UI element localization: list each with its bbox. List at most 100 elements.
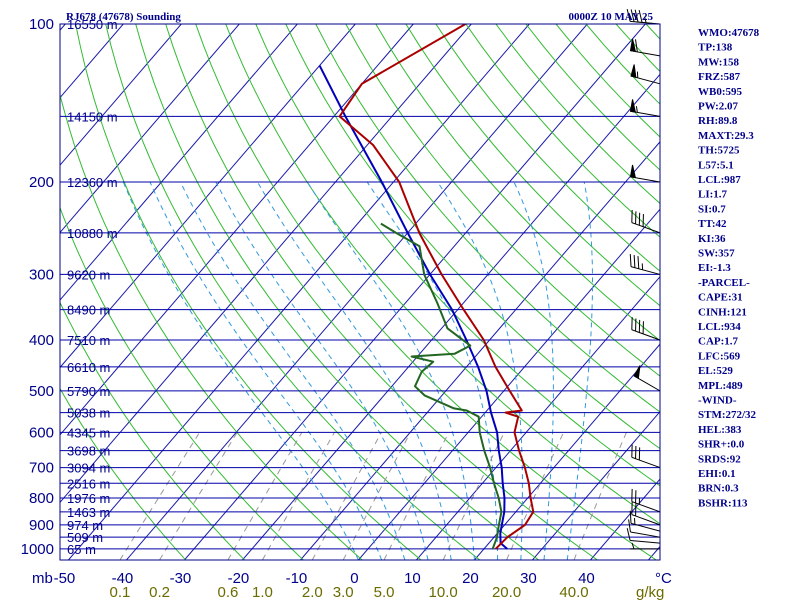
dry-adiabat-line bbox=[165, 24, 598, 560]
wind-barb bbox=[630, 542, 660, 550]
mixing-ratio-tick-label: 5.0 bbox=[374, 584, 395, 600]
pressure-tick-label: 100 bbox=[29, 16, 54, 33]
index-line: CAP:1.7 bbox=[698, 336, 739, 348]
dry-adiabat-line bbox=[405, 24, 660, 307]
pressure-tick-label: 400 bbox=[29, 332, 54, 349]
height-label: 16550 m bbox=[67, 17, 118, 32]
wind-barb bbox=[628, 519, 661, 538]
mixing-ratio-tick-label: 2.0 bbox=[302, 584, 323, 600]
index-line: LI:1.7 bbox=[698, 189, 728, 201]
mixing-ratio-tick-label: 0.2 bbox=[149, 584, 170, 600]
dry-adiabat-line bbox=[60, 92, 363, 560]
mixing-ratio-line bbox=[262, 432, 335, 560]
dry-adiabat-line bbox=[435, 24, 660, 272]
dry-adiabat-line bbox=[525, 24, 660, 171]
index-line: SRDS:92 bbox=[698, 453, 741, 465]
mixing-ratio-line bbox=[383, 432, 450, 560]
wind-barb bbox=[629, 510, 661, 532]
wind-barb bbox=[631, 444, 661, 469]
height-label: 9620 m bbox=[67, 267, 110, 282]
dry-adiabat-line bbox=[345, 24, 660, 377]
temperature-tick-label: 20 bbox=[462, 570, 479, 587]
wind-barb bbox=[633, 365, 661, 392]
dry-adiabat-line bbox=[60, 301, 245, 560]
dry-adiabat-line bbox=[60, 387, 187, 560]
wind-barb bbox=[629, 38, 661, 57]
isotherm-line bbox=[60, 24, 240, 234]
pressure-tick-label: 500 bbox=[29, 383, 54, 400]
height-label: 1976 m bbox=[67, 491, 110, 506]
height-label: 3698 m bbox=[67, 444, 110, 459]
temperature-tick-label: 0 bbox=[350, 570, 358, 587]
dry-adiabat-line bbox=[766, 24, 800, 560]
height-label: 3094 m bbox=[67, 461, 110, 476]
isotherm-line bbox=[60, 24, 182, 166]
index-line: SI:0.7 bbox=[698, 203, 726, 215]
dewpoint-trace bbox=[380, 222, 503, 550]
index-line: WMO:47678 bbox=[698, 27, 760, 39]
temperature-tick-label: -40 bbox=[112, 570, 134, 587]
index-line: LCL:934 bbox=[698, 321, 741, 333]
time-title: 0000Z 10 MAY 25 bbox=[569, 11, 654, 23]
mixing-ratio-unit-label: g/kg bbox=[636, 584, 664, 600]
index-line: MW:158 bbox=[698, 56, 739, 68]
isotherm-line bbox=[60, 24, 298, 301]
mixing-ratio-line bbox=[342, 432, 411, 560]
isotherm-line bbox=[242, 73, 660, 560]
wind-barb bbox=[629, 164, 661, 183]
dry-adiabat-line bbox=[135, 24, 539, 560]
height-label: 509 m bbox=[67, 530, 103, 545]
height-label: 14150 m bbox=[67, 109, 118, 124]
moist-adiabat-line bbox=[366, 181, 499, 560]
mixing-ratio-tick-label: 0.1 bbox=[110, 584, 131, 600]
index-line: SW:357 bbox=[698, 248, 735, 260]
mixing-ratio-line bbox=[442, 432, 505, 560]
index-line: WB0:595 bbox=[698, 86, 743, 98]
dry-adiabat-line bbox=[585, 24, 660, 105]
isotherm-line bbox=[590, 478, 660, 560]
dry-adiabat-line bbox=[195, 24, 657, 560]
moist-adiabat-line bbox=[180, 181, 406, 560]
moist-adiabat-line bbox=[122, 181, 359, 560]
temperature-unit-label: °C bbox=[655, 570, 672, 587]
dry-adiabat-line bbox=[105, 24, 481, 560]
wind-barb bbox=[631, 488, 661, 513]
isotherm-line bbox=[60, 24, 472, 504]
index-line: EI:-1.3 bbox=[698, 262, 731, 274]
index-line: MAXT:29.3 bbox=[698, 130, 754, 142]
index-line: LFC:569 bbox=[698, 350, 741, 362]
x-unit-label: mb bbox=[32, 570, 53, 587]
index-line: EHI:0.1 bbox=[698, 468, 736, 480]
wind-barb bbox=[631, 317, 661, 341]
mixing-ratio-line bbox=[573, 432, 627, 560]
temperature-tick-label: -10 bbox=[286, 570, 308, 587]
dry-adiabat-line bbox=[60, 206, 304, 560]
sounding-profiles bbox=[318, 24, 535, 550]
pressure-tick-label: 600 bbox=[29, 424, 54, 441]
dry-adiabat-line bbox=[796, 24, 800, 560]
moist-adiabat-line bbox=[149, 181, 383, 560]
dry-adiabat-line bbox=[375, 24, 660, 342]
pressure-tick-label: 1000 bbox=[21, 541, 54, 558]
temperature-tick-label: -50 bbox=[54, 570, 76, 587]
isotherm-line bbox=[184, 24, 646, 560]
mixing-ratio-tick-label: 0.6 bbox=[218, 584, 239, 600]
index-line: TH:5725 bbox=[698, 145, 740, 157]
dry-adiabat-line bbox=[495, 24, 660, 205]
wind-barb bbox=[629, 254, 661, 275]
index-line: RH:89.8 bbox=[698, 115, 738, 127]
pressure-tick-label: 900 bbox=[29, 517, 54, 534]
pressure-tick-label: 700 bbox=[29, 460, 54, 477]
moist-adiabat-line bbox=[306, 181, 475, 560]
height-label: 1463 m bbox=[67, 505, 110, 520]
dry-adiabat-line bbox=[315, 24, 660, 413]
index-line: LCL:987 bbox=[698, 174, 741, 186]
isotherm-line bbox=[300, 141, 660, 560]
moist-adiabat-line bbox=[215, 181, 429, 560]
wind-barb bbox=[630, 64, 661, 85]
moist-adiabat-line bbox=[513, 181, 554, 560]
isotherm-line bbox=[358, 208, 660, 560]
index-line: KI:36 bbox=[698, 233, 726, 245]
height-label: 8490 m bbox=[67, 303, 110, 318]
